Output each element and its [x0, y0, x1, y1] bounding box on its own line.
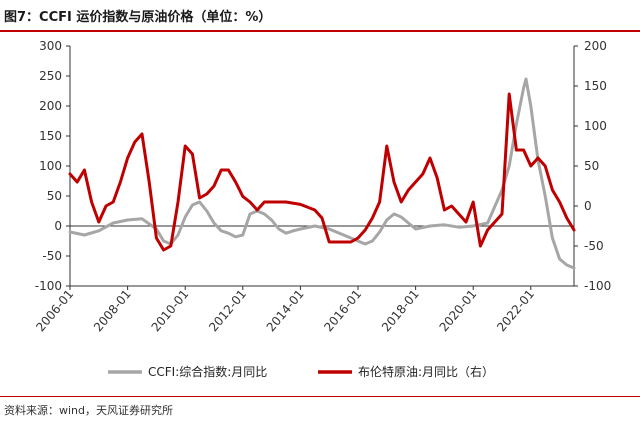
x-tick-label: 2014-01 — [264, 287, 307, 334]
figure-title: 图7：CCFI 运价指数与原油价格（单位：%） — [4, 10, 272, 25]
series-layer — [68, 77, 576, 270]
right-y-tick-label: 100 — [584, 119, 607, 133]
left-y-tick-label: -50 — [42, 249, 62, 263]
left-y-tick-label: 150 — [39, 129, 62, 143]
legend-label: 布伦特原油:月同比（右） — [358, 364, 494, 379]
series-line-ccfi — [68, 77, 576, 270]
left-y-tick-label: 0 — [54, 219, 62, 233]
x-tick-label: 2010-01 — [149, 287, 192, 334]
title-rule — [0, 30, 640, 32]
right-y-tick-label: 50 — [584, 159, 599, 173]
left-y-tick-label: 250 — [39, 69, 62, 83]
left-y-tick-label: 100 — [39, 159, 62, 173]
left-y-tick-label: 50 — [47, 189, 62, 203]
series-line-brent — [68, 92, 576, 252]
right-y-tick-label: 150 — [584, 79, 607, 93]
right-y-tick-label: -50 — [584, 239, 604, 253]
x-tick-label: 2020-01 — [437, 287, 480, 334]
right-y-tick-label: 200 — [584, 39, 607, 53]
right-y-tick-label: -100 — [584, 279, 611, 293]
legend: CCFI:综合指数:月同比 布伦特原油:月同比（右） — [108, 364, 494, 379]
x-tick-label: 2006-01 — [33, 287, 76, 334]
x-tick-label: 2008-01 — [91, 287, 134, 334]
left-y-tick-label: 300 — [39, 39, 62, 53]
x-tick-label: 2022-01 — [494, 287, 537, 334]
x-tick-label: 2016-01 — [321, 287, 364, 334]
left-y-tick-label: -100 — [35, 279, 62, 293]
source-note: 资料来源：wind，天风证券研究所 — [4, 404, 174, 417]
left-y-tick-label: 200 — [39, 99, 62, 113]
x-tick-label: 2012-01 — [206, 287, 249, 334]
right-y-tick-label: 0 — [584, 199, 592, 213]
x-tick-label: 2018-01 — [379, 287, 422, 334]
source-rule — [0, 396, 640, 397]
line-chart: -100 -50 0 50 100 150 200 250 300 -100 -50 0 50 100 15… — [33, 39, 611, 379]
legend-label: CCFI:综合指数:月同比 — [148, 364, 267, 379]
